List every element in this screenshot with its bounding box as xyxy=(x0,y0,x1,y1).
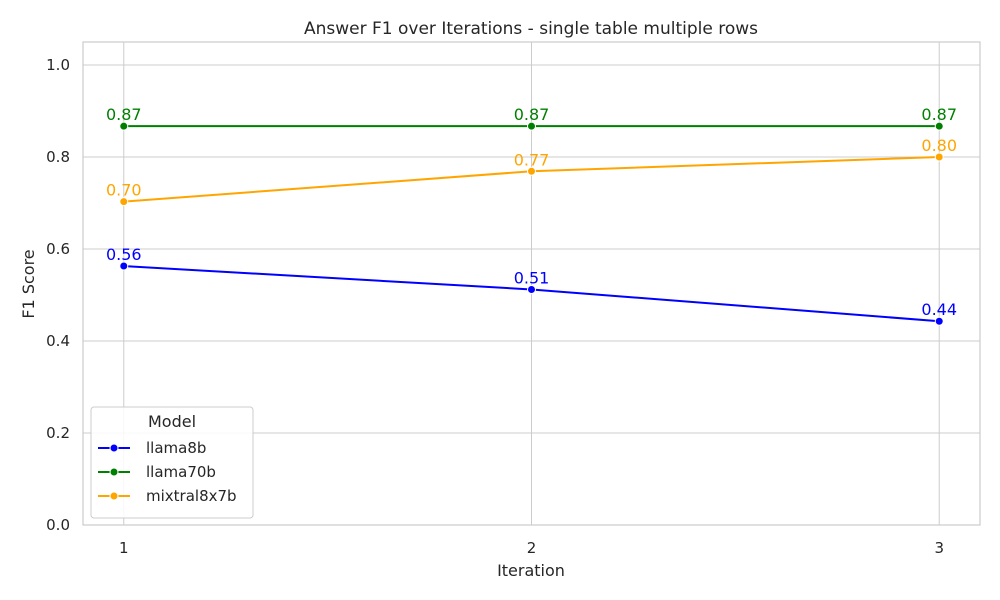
data-point-llama8b xyxy=(934,316,944,326)
legend-label: llama70b xyxy=(146,463,216,481)
y-tick-label: 0.8 xyxy=(46,148,70,166)
y-axis-ticks: 0.0 0.2 0.4 0.6 0.8 1.0 xyxy=(46,56,70,534)
data-label-llama70b: 0.87 xyxy=(106,105,142,124)
x-tick-label: 3 xyxy=(934,539,944,557)
series-llama8b xyxy=(119,261,944,326)
data-point-mixtral8x7b xyxy=(527,166,536,176)
series-group xyxy=(119,121,944,326)
legend-item-llama70b: llama70b xyxy=(98,463,216,481)
data-label-mixtral8x7b: 0.77 xyxy=(514,150,550,169)
data-point-llama70b xyxy=(934,121,944,131)
data-label-mixtral8x7b: 0.70 xyxy=(106,181,142,200)
legend-marker xyxy=(109,467,119,477)
x-axis-ticks: 1 2 3 xyxy=(119,539,944,557)
data-point-llama8b xyxy=(119,261,129,271)
y-axis-label: F1 Score xyxy=(19,249,38,318)
data-point-llama70b xyxy=(527,121,536,131)
legend-label: mixtral8x7b xyxy=(146,487,237,505)
data-label-llama8b: 0.51 xyxy=(514,268,550,287)
data-point-mixtral8x7b xyxy=(934,152,944,162)
legend-label: llama8b xyxy=(146,439,206,457)
y-tick-label: 0.4 xyxy=(46,332,70,350)
data-point-llama8b xyxy=(527,284,536,294)
chart-title: Answer F1 over Iterations - single table… xyxy=(304,19,758,39)
series-llama70b xyxy=(119,121,944,131)
y-tick-label: 0.6 xyxy=(46,240,70,258)
series-mixtral8x7b xyxy=(119,152,944,207)
y-tick-label: 0.0 xyxy=(46,516,70,534)
data-labels: 0.56 0.51 0.44 0.87 0.87 0.87 0.70 0.77 0.80 xyxy=(106,105,957,319)
data-label-llama8b: 0.56 xyxy=(106,245,142,264)
y-tick-label: 1.0 xyxy=(46,56,70,74)
legend-marker xyxy=(109,443,119,453)
data-point-llama70b xyxy=(119,121,129,131)
data-label-llama70b: 0.87 xyxy=(514,105,550,124)
data-point-mixtral8x7b xyxy=(119,197,129,207)
legend-item-llama8b: llama8b xyxy=(98,439,206,457)
data-label-llama70b: 0.87 xyxy=(921,105,957,124)
data-label-mixtral8x7b: 0.80 xyxy=(921,136,957,155)
y-tick-label: 0.2 xyxy=(46,424,70,442)
x-tick-label: 1 xyxy=(119,539,129,557)
data-label-llama8b: 0.44 xyxy=(921,300,957,319)
legend: Model llama8b llama70b mixtral8x7b xyxy=(90,406,254,519)
legend-box xyxy=(90,406,254,519)
x-axis-label: Iteration xyxy=(497,561,565,580)
legend-title: Model xyxy=(148,412,196,431)
legend-marker xyxy=(109,491,119,501)
x-tick-label: 2 xyxy=(527,539,537,557)
legend-item-mixtral8x7b: mixtral8x7b xyxy=(98,487,237,505)
